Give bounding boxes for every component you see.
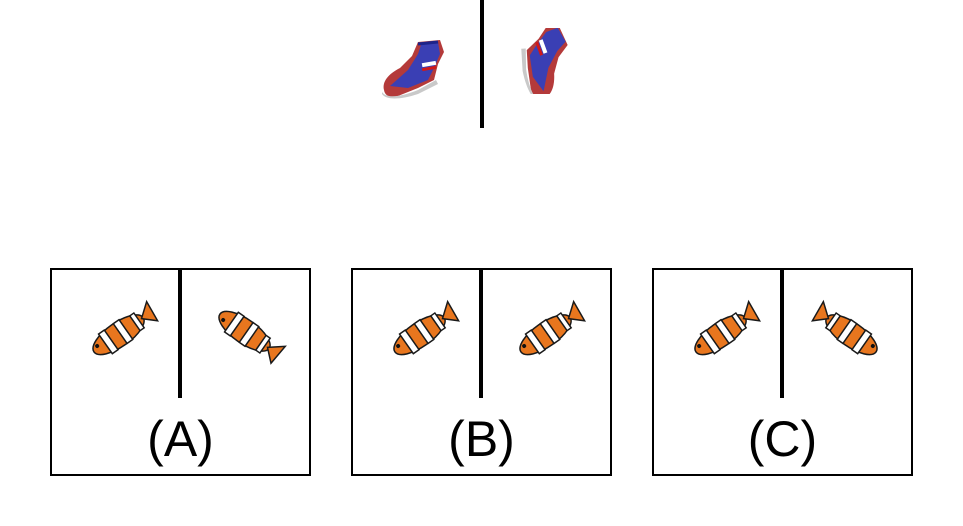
option-a-label: (A) xyxy=(147,411,214,467)
option-a-panel[interactable]: (A) xyxy=(50,268,311,476)
clownfish-icon xyxy=(503,298,593,368)
clownfish-icon xyxy=(76,298,166,368)
option-b-label: (B) xyxy=(448,411,515,467)
option-c-panel[interactable]: (C) xyxy=(652,268,913,476)
reference-divider xyxy=(480,0,484,128)
clownfish-rotated-icon xyxy=(804,298,894,368)
sneaker-rotated-icon xyxy=(512,28,584,94)
option-b-panel[interactable]: (B) xyxy=(351,268,612,476)
option-c-divider xyxy=(780,270,784,398)
clownfish-mirrored-icon xyxy=(202,298,292,368)
option-b-divider xyxy=(479,270,483,398)
option-a-divider xyxy=(178,270,182,398)
option-c-label: (C) xyxy=(747,411,818,467)
clownfish-icon xyxy=(678,298,768,368)
sneaker-icon xyxy=(378,34,450,100)
clownfish-icon xyxy=(377,298,467,368)
